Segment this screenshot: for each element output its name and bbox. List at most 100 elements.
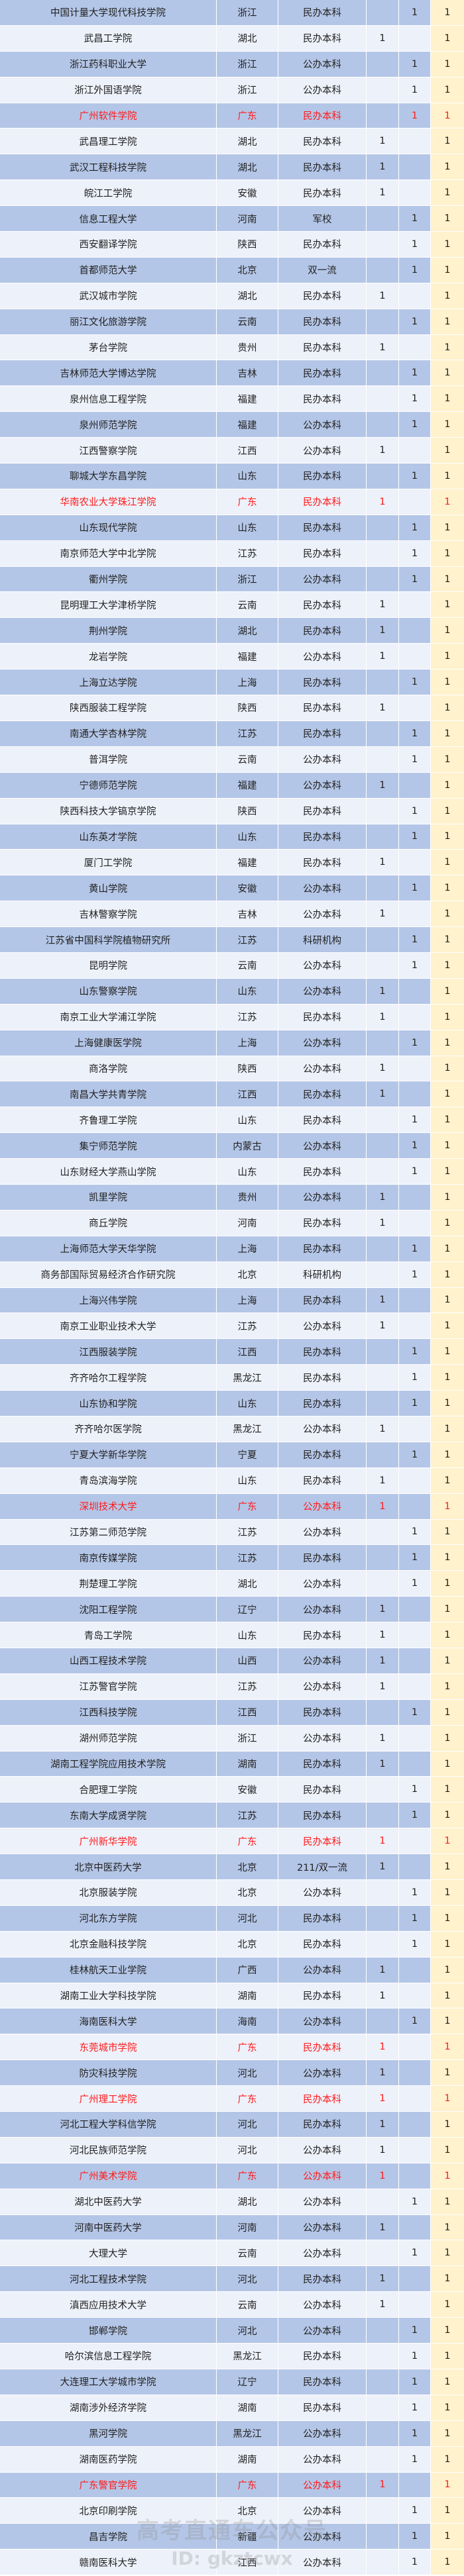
school-name-cell: 大连理工大学城市学院 (0, 2369, 217, 2395)
school-name-cell: 北京中医药大学 (0, 1854, 217, 1880)
province-cell: 贵州 (217, 1184, 278, 1210)
count-b-cell: 1 (399, 1365, 431, 1391)
count-b-cell: 1 (399, 2420, 431, 2446)
table-row: 广州理工学院 广东 民办本科 1 1 (0, 2086, 464, 2112)
total-cell: 1 (431, 1107, 464, 1133)
count-b-cell (399, 2137, 431, 2163)
school-type-cell: 民办本科 (278, 386, 367, 412)
province-cell: 河北 (217, 2266, 278, 2292)
count-a-cell: 1 (367, 772, 399, 798)
count-a-cell: 1 (367, 489, 399, 515)
count-b-cell (399, 2112, 431, 2137)
school-name-cell: 湖南工业大学科技学院 (0, 1983, 217, 2008)
count-a-cell (367, 1365, 399, 1391)
province-cell: 河南 (217, 1210, 278, 1236)
count-b-cell (399, 1957, 431, 1983)
school-type-cell: 公办本科 (278, 2137, 367, 2163)
school-name-cell: 湖南涉外经济学院 (0, 2395, 217, 2420)
count-a-cell (367, 824, 399, 850)
total-cell: 1 (431, 77, 464, 103)
table-row: 武汉城市学院 湖北 民办本科 1 1 (0, 283, 464, 309)
province-cell: 云南 (217, 746, 278, 772)
count-a-cell (367, 875, 399, 901)
province-cell: 广东 (217, 2086, 278, 2112)
total-cell: 1 (431, 2214, 464, 2240)
school-name-cell: 北京印刷学院 (0, 2498, 217, 2524)
count-a-cell (367, 464, 399, 489)
school-name-cell: 东南大学成贤学院 (0, 1803, 217, 1828)
school-type-cell: 民办本科 (278, 1210, 367, 1236)
count-b-cell (399, 1184, 431, 1210)
count-b-cell: 1 (399, 103, 431, 128)
province-cell: 陕西 (217, 695, 278, 720)
school-type-cell: 公办本科 (278, 2318, 367, 2344)
count-a-cell (367, 2395, 399, 2420)
count-b-cell: 1 (399, 360, 431, 386)
table-row: 上海师范大学天华学院 上海 民办本科 1 1 (0, 1236, 464, 1262)
school-type-cell: 公办本科 (278, 1493, 367, 1519)
total-cell: 1 (431, 1287, 464, 1313)
count-a-cell (367, 1262, 399, 1287)
count-a-cell: 1 (367, 283, 399, 309)
count-b-cell: 1 (399, 669, 431, 695)
school-type-cell: 民办本科 (278, 824, 367, 850)
school-name-cell: 南通大学杏林学院 (0, 720, 217, 746)
table-row: 商务部国际贸易经济合作研究院 北京 科研机构 1 1 (0, 1262, 464, 1288)
school-type-cell: 科研机构 (278, 1262, 367, 1287)
school-type-cell: 民办本科 (278, 334, 367, 360)
table-row: 南京师范大学中北学院 江苏 民办本科 1 1 (0, 540, 464, 567)
school-name-cell: 广州美术学院 (0, 2163, 217, 2189)
count-b-cell: 1 (399, 2498, 431, 2524)
total-cell: 1 (431, 128, 464, 154)
total-cell: 1 (431, 1133, 464, 1159)
total-cell: 1 (431, 1313, 464, 1339)
school-name-cell: 湖州师范学院 (0, 1725, 217, 1751)
province-cell: 江西 (217, 1339, 278, 1365)
count-b-cell: 1 (399, 2395, 431, 2420)
table-row: 深圳技术大学 广东 公办本科 1 1 (0, 1493, 464, 1520)
school-type-cell: 民办本科 (278, 489, 367, 515)
count-a-cell: 1 (367, 1313, 399, 1339)
total-cell: 1 (431, 1262, 464, 1287)
school-name-cell: 江苏警官学院 (0, 1673, 217, 1699)
count-a-cell: 1 (367, 2137, 399, 2163)
total-cell: 1 (431, 2266, 464, 2292)
table-row: 上海兴伟学院 上海 民办本科 1 1 (0, 1287, 464, 1314)
table-row: 浙江外国语学院 浙江 公办本科 1 1 (0, 77, 464, 103)
count-b-cell: 1 (399, 746, 431, 772)
school-type-cell: 公办本科 (278, 2214, 367, 2240)
count-b-cell: 1 (399, 464, 431, 489)
table-row: 陕西服装工程学院 陕西 民办本科 1 1 (0, 695, 464, 721)
total-cell: 1 (431, 1081, 464, 1107)
count-b-cell (399, 2214, 431, 2240)
count-a-cell: 1 (367, 1597, 399, 1622)
table-row: 南昌大学共青学院 江西 民办本科 1 1 (0, 1081, 464, 1108)
school-type-cell: 公办本科 (278, 2060, 367, 2086)
total-cell: 1 (431, 1365, 464, 1391)
total-cell: 1 (431, 206, 464, 232)
province-cell: 山东 (217, 978, 278, 1004)
table-row: 防灾科技学院 河北 公办本科 1 1 (0, 2060, 464, 2087)
total-cell: 1 (431, 1751, 464, 1777)
total-cell: 1 (431, 1597, 464, 1622)
table-row: 昆明理工大学津桥学院 云南 民办本科 1 1 (0, 592, 464, 619)
count-a-cell: 1 (367, 978, 399, 1004)
table-row: 广州新华学院 广东 民办本科 1 1 (0, 1828, 464, 1855)
province-cell: 上海 (217, 1287, 278, 1313)
province-cell: 广东 (217, 489, 278, 515)
total-cell: 1 (431, 1545, 464, 1571)
count-a-cell (367, 206, 399, 232)
total-cell: 1 (431, 566, 464, 592)
school-type-cell: 民办本科 (278, 850, 367, 875)
school-type-cell: 公办本科 (278, 1313, 367, 1339)
total-cell: 1 (431, 2112, 464, 2137)
count-b-cell (399, 1673, 431, 1699)
total-cell: 1 (431, 464, 464, 489)
table-row: 河北工程技术学院 河北 民办本科 1 1 (0, 2266, 464, 2293)
count-b-cell: 1 (399, 2344, 431, 2369)
school-type-cell: 公办本科 (278, 1184, 367, 1210)
school-type-cell: 民办本科 (278, 0, 367, 25)
count-b-cell (399, 592, 431, 618)
count-a-cell (367, 232, 399, 257)
table-row: 山西工程技术学院 山西 公办本科 1 1 (0, 1648, 464, 1674)
